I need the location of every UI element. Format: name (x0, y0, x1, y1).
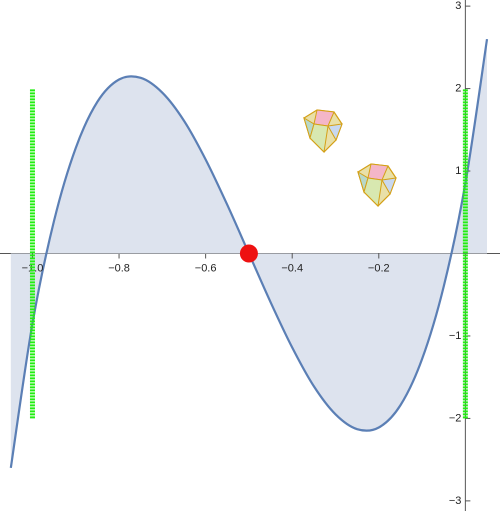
x-tick-label: −0.6 (195, 262, 217, 274)
x-tick-label: −0.8 (108, 262, 130, 274)
y-tick-label: −3 (449, 495, 462, 507)
point (239, 244, 258, 263)
y-tick-label: 1 (455, 165, 461, 177)
y-tick-label: −1 (449, 330, 462, 342)
x-tick-label: −0.2 (368, 262, 390, 274)
x-tick-label: −0.4 (281, 262, 303, 274)
y-tick-label: −2 (449, 412, 462, 424)
polyhedra (303, 109, 397, 208)
y-tick-label: 3 (455, 0, 461, 12)
y-tick-label: 2 (455, 82, 461, 94)
